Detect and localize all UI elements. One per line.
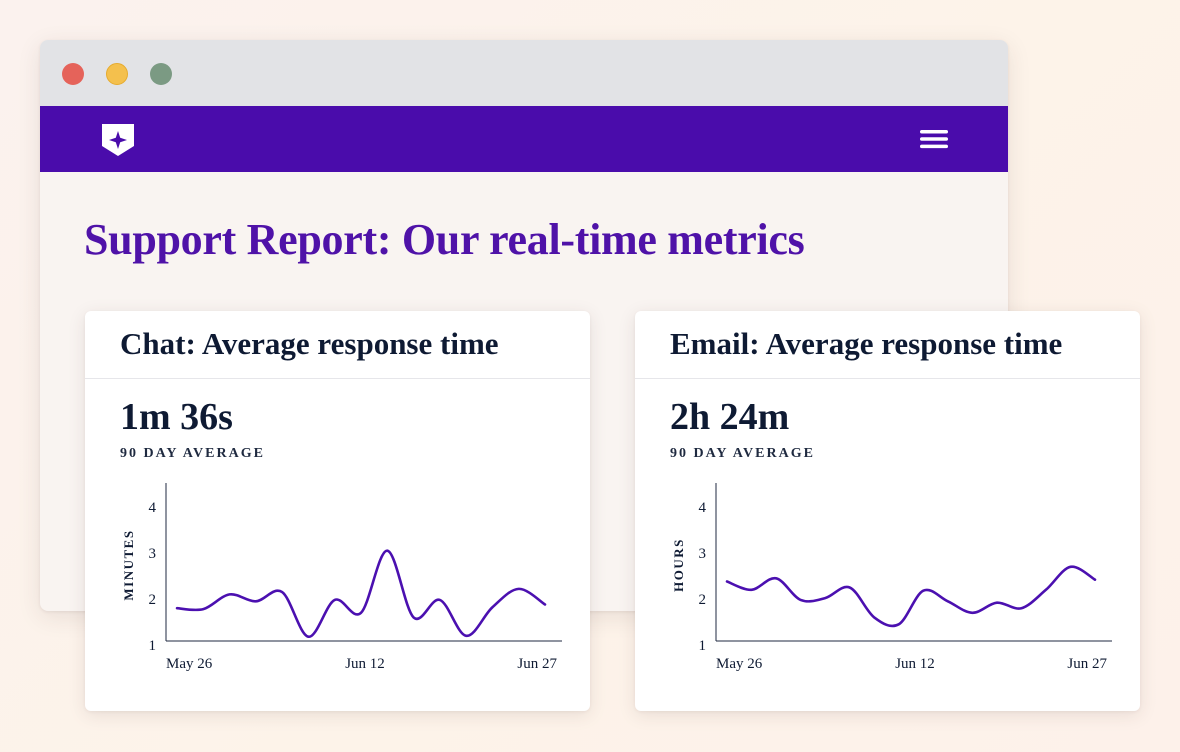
chat-metric-card: Chat: Average response time 1m 36s 90 DA… — [85, 311, 590, 711]
x-tick-label: Jun 27 — [517, 656, 557, 672]
card-header: Email: Average response time — [635, 311, 1140, 379]
maximize-window-button[interactable] — [150, 63, 172, 85]
y-axis-label: HOURS — [671, 538, 686, 592]
close-window-button[interactable] — [62, 63, 84, 85]
y-tick-label: 3 — [149, 546, 157, 562]
y-tick-label: 4 — [149, 500, 157, 516]
x-tick-label: Jun 27 — [1067, 656, 1107, 672]
y-tick-label: 1 — [699, 638, 707, 654]
y-tick-label: 3 — [699, 546, 707, 562]
hamburger-menu-icon[interactable] — [918, 128, 950, 150]
metric-subtitle: 90 DAY AVERAGE — [120, 446, 265, 461]
metric-subtitle: 90 DAY AVERAGE — [670, 446, 815, 461]
series-line — [175, 549, 547, 639]
email-metric-card: Email: Average response time 2h 24m 90 D… — [635, 311, 1140, 711]
x-tick-label: May 26 — [716, 656, 763, 672]
x-tick-label: Jun 12 — [895, 656, 935, 672]
minimize-window-button[interactable] — [106, 63, 128, 85]
metric-value: 2h 24m — [670, 396, 790, 438]
site-navbar — [40, 106, 1008, 172]
card-header: Chat: Average response time — [85, 311, 590, 379]
y-axis-label: MINUTES — [121, 529, 136, 600]
series-line — [725, 565, 1097, 628]
card-title: Email: Average response time — [670, 326, 1063, 361]
browser-titlebar — [40, 40, 1008, 106]
y-tick-label: 2 — [699, 592, 707, 608]
y-tick-label: 2 — [149, 592, 157, 608]
page-title: Support Report: Our real-time metrics — [84, 215, 805, 264]
x-tick-label: Jun 12 — [345, 656, 385, 672]
email-response-chart: 1 2 3 4 HOURS May 26 Jun 12 Jun 27 — [671, 483, 1112, 672]
metric-value: 1m 36s — [120, 396, 233, 438]
y-tick-label: 4 — [699, 500, 707, 516]
shield-star-icon[interactable] — [100, 122, 136, 158]
x-tick-label: May 26 — [166, 656, 213, 672]
chat-response-chart: 1 2 3 4 MINUTES May 26 Jun 12 Jun 27 — [121, 483, 562, 672]
card-title: Chat: Average response time — [120, 326, 499, 361]
y-tick-label: 1 — [149, 638, 157, 654]
